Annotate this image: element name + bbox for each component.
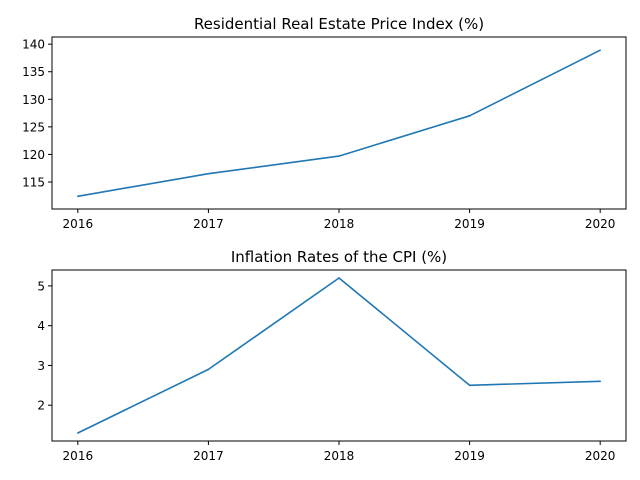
data-point: [207, 172, 210, 175]
data-point: [599, 49, 601, 52]
y-tick-label: 140: [22, 38, 45, 52]
x-tick-label: 2019: [454, 449, 485, 463]
y-tick-label: 125: [22, 120, 45, 134]
data-point: [77, 195, 79, 198]
data-point: [338, 155, 340, 157]
y-tick-label: 4: [37, 319, 45, 333]
chart-title: Residential Real Estate Price Index (%): [194, 15, 484, 33]
x-tick-label: 2019: [454, 217, 485, 231]
y-tick-label: 120: [22, 148, 45, 162]
x-tick-label: 2018: [324, 217, 355, 231]
x-tick-label: 2018: [324, 449, 355, 463]
series-line: [77, 49, 601, 198]
series-group: [77, 49, 601, 198]
y-tick-label: 115: [22, 175, 45, 189]
chart-panel-real-estate-index: Residential Real Estate Price Index (%) …: [22, 15, 627, 231]
x-tick-label: 2016: [63, 449, 94, 463]
axes-frame: [51, 269, 627, 442]
x-tick-label: 2017: [193, 217, 224, 231]
series-line: [77, 277, 601, 434]
data-point: [599, 380, 601, 383]
chart-panel-cpi-inflation: Inflation Rates of the CPI (%) 2016 2017 2…: [37, 248, 627, 463]
data-point: [338, 277, 340, 279]
x-tick-label: 2016: [63, 217, 94, 231]
x-axis-ticks: 2016 2017 2018 2019 2020: [63, 441, 616, 463]
data-point: [468, 384, 471, 387]
series-group: [77, 277, 601, 434]
x-axis-ticks: 2016 2017 2018 2019 2020: [63, 209, 616, 231]
data-point: [468, 115, 471, 117]
x-tick-label: 2017: [193, 449, 224, 463]
x-tick-label: 2020: [585, 449, 616, 463]
data-point: [77, 432, 79, 434]
x-tick-label: 2020: [585, 217, 616, 231]
axes-frame: [51, 36, 627, 210]
chart-title: Inflation Rates of the CPI (%): [231, 248, 447, 266]
y-tick-label: 130: [22, 93, 45, 107]
y-tick-label: 135: [22, 65, 45, 79]
y-tick-label: 5: [37, 279, 45, 293]
y-axis-ticks: 2 3 4 5: [37, 279, 52, 413]
y-tick-label: 2: [37, 399, 45, 413]
data-point: [207, 368, 210, 371]
y-axis-ticks: 115 120 125 130 135 140: [22, 38, 52, 189]
y-tick-label: 3: [37, 359, 45, 373]
